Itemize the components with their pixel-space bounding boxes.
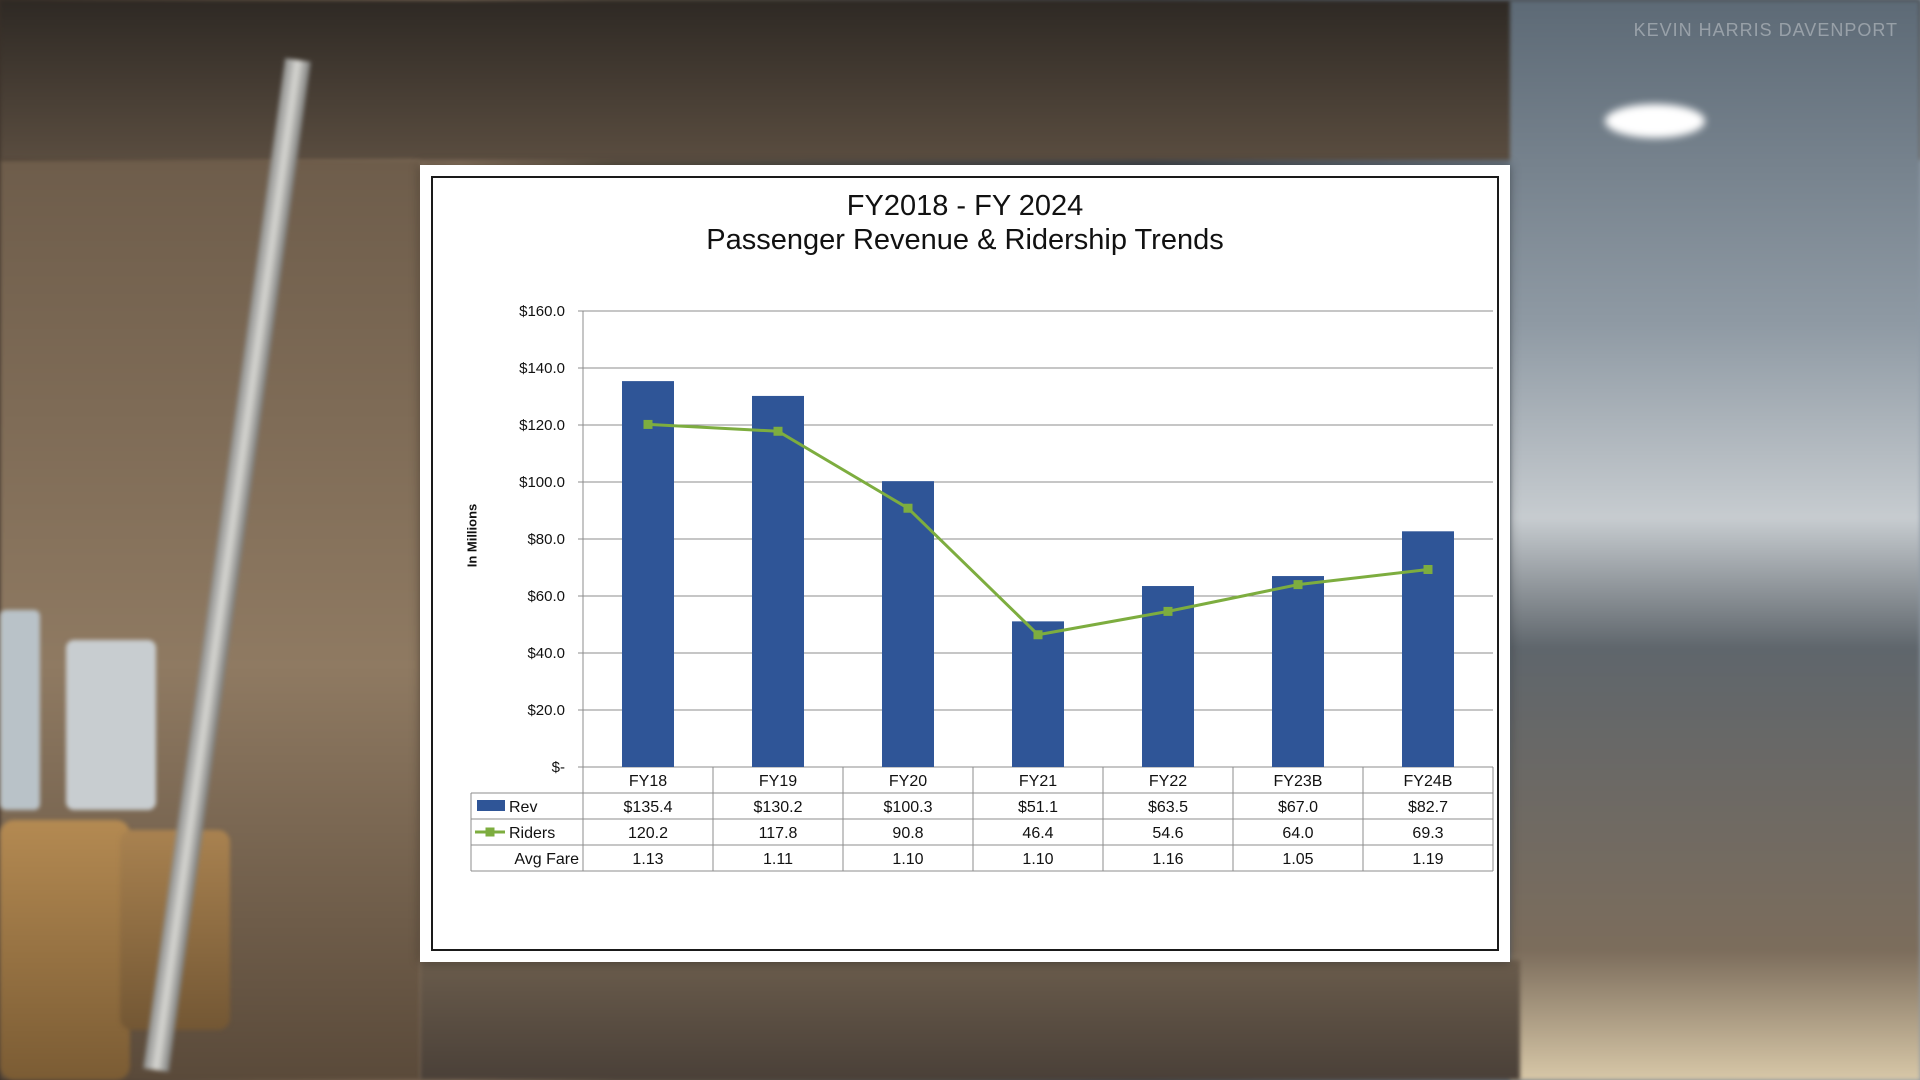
chart-subtitle: Passenger Revenue & Ridership Trends — [706, 224, 1224, 256]
data-label: 1.10 — [892, 851, 923, 868]
table-row-label: Riders — [509, 825, 555, 842]
data-label: $67.0 — [1278, 799, 1318, 816]
chart-area: FY2018 - FY 2024 Passenger Revenue & Rid… — [431, 176, 1499, 951]
x-tick-label: FY23B — [1274, 773, 1323, 790]
data-label: $82.7 — [1408, 799, 1448, 816]
data-label: 1.05 — [1282, 851, 1313, 868]
y-tick-label: $100.0 — [519, 474, 565, 491]
riders-marker-fy21 — [1033, 630, 1043, 640]
data-label: 46.4 — [1022, 825, 1053, 842]
legend-swatch-rev — [477, 800, 505, 811]
riders-marker-fy24b — [1423, 564, 1433, 574]
data-label: 1.11 — [763, 851, 793, 868]
y-tick-label: $40.0 — [527, 645, 565, 662]
riders-marker-fy20 — [903, 503, 913, 513]
watermark: KEVIN HARRIS DAVENPORT — [1633, 20, 1898, 40]
data-label: 1.19 — [1412, 851, 1443, 868]
riders-marker-fy19 — [773, 426, 783, 436]
riders-marker-fy18 — [643, 419, 653, 429]
data-label: 120.2 — [628, 825, 668, 842]
background-window — [0, 610, 40, 810]
background-window — [66, 640, 156, 810]
chart-card: FY2018 - FY 2024 Passenger Revenue & Rid… — [420, 165, 1510, 962]
x-tick-label: FY22 — [1149, 773, 1187, 790]
y-tick-label: $80.0 — [527, 531, 565, 548]
x-tick-label: FY19 — [759, 773, 797, 790]
data-label: 1.13 — [632, 851, 663, 868]
chart-plot: $- $20.0 $40.0 $60.0 $80.0 $100.0 $120.0 $140.0… — [470, 303, 1494, 872]
x-tick-label: FY21 — [1019, 773, 1057, 790]
y-tick-label: $20.0 — [527, 702, 565, 719]
bar-fy20 — [882, 481, 934, 767]
background-station — [1510, 0, 1920, 1080]
y-tick-label: $140.0 — [519, 360, 565, 377]
background-ceiling-light — [1605, 104, 1705, 138]
bar-fy18 — [622, 381, 674, 767]
y-tick-label: $- — [552, 759, 565, 776]
data-label: 64.0 — [1282, 825, 1313, 842]
bar-fy19 — [752, 395, 804, 767]
riders-marker-fy23b — [1293, 580, 1303, 590]
data-label: 90.8 — [892, 825, 923, 842]
data-label: $130.2 — [754, 799, 803, 816]
data-label: 69.3 — [1412, 825, 1443, 842]
y-tick-label: $160.0 — [519, 303, 565, 320]
x-tick-label: FY20 — [889, 773, 927, 790]
y-tick-label: $60.0 — [527, 588, 565, 605]
legend-swatch-riders-marker — [485, 827, 495, 837]
x-tick-label: FY18 — [629, 773, 667, 790]
data-label: 54.6 — [1152, 825, 1183, 842]
y-tick-label: $120.0 — [519, 417, 565, 434]
background-floor — [420, 960, 1520, 1080]
data-label: $51.1 — [1018, 799, 1058, 816]
data-label: 1.16 — [1152, 851, 1183, 868]
bar-fy21 — [1012, 621, 1064, 767]
chart-title: FY2018 - FY 2024 — [846, 190, 1084, 222]
riders-marker-fy22 — [1163, 606, 1173, 616]
background-seat — [0, 820, 130, 1080]
data-label: $135.4 — [624, 799, 673, 816]
data-label: 1.10 — [1022, 851, 1053, 868]
table-row-label: Rev — [509, 799, 537, 816]
data-label: $63.5 — [1148, 799, 1188, 816]
data-label: 117.8 — [759, 825, 798, 842]
bar-fy22 — [1142, 586, 1194, 767]
data-label: $100.3 — [884, 799, 933, 816]
x-tick-label: FY24B — [1404, 773, 1453, 790]
table-row-label: Avg Fare — [514, 851, 579, 868]
bar-fy23b — [1272, 576, 1324, 767]
